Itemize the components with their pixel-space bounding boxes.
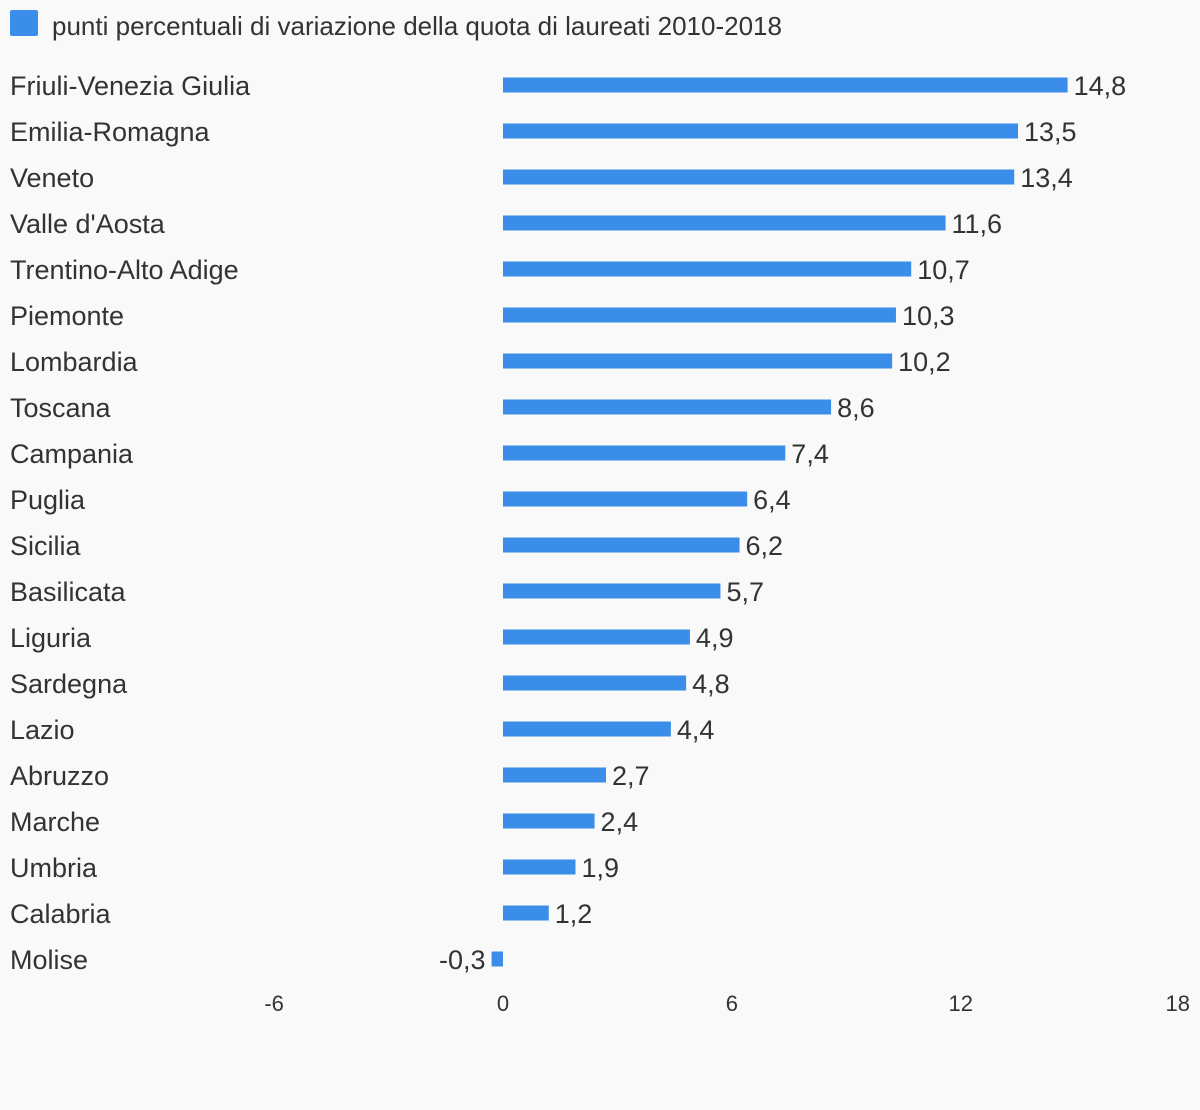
- value-label: 8,6: [837, 393, 875, 423]
- category-label: Friuli-Venezia Giulia: [10, 71, 251, 101]
- category-label: Puglia: [10, 485, 86, 515]
- x-tick-label: 12: [949, 991, 973, 1016]
- category-labels: Friuli-Venezia Giulia Emilia-Romagna Venet…: [10, 71, 251, 975]
- bar: [503, 767, 607, 783]
- category-label: Toscana: [10, 393, 112, 423]
- category-label: Calabria: [10, 899, 112, 929]
- value-labels: 14,8 13,5 13,4 11,6 10,7 10,3 10,2 8,6 7,46,4 6,2…: [439, 71, 1126, 975]
- category-label: Basilicata: [10, 577, 127, 607]
- value-label: 5,7: [726, 577, 764, 607]
- legend: punti percentuali di variazione della qu…: [10, 10, 782, 41]
- x-axis: -6 0 6 12 18: [264, 991, 1190, 1016]
- x-tick-label: 0: [497, 991, 509, 1016]
- category-label: Campania: [10, 439, 134, 469]
- x-tick-label: 18: [1166, 991, 1190, 1016]
- category-label: Valle d'Aosta: [10, 209, 166, 239]
- category-label: Sardegna: [10, 669, 128, 699]
- bar: [503, 629, 690, 645]
- bar: [503, 445, 786, 461]
- bar: [491, 951, 503, 967]
- value-label: 4,8: [692, 669, 730, 699]
- legend-label: punti percentuali di variazione della qu…: [52, 11, 782, 41]
- value-label: 1,2: [555, 899, 593, 929]
- value-label: 10,2: [898, 347, 951, 377]
- bar: [503, 905, 549, 921]
- bar: [503, 675, 687, 691]
- value-label: 11,6: [952, 209, 1003, 239]
- legend-swatch: [10, 10, 38, 36]
- bar: [503, 261, 912, 277]
- bar: [503, 77, 1068, 93]
- value-label: 4,4: [677, 715, 715, 745]
- bar: [503, 215, 946, 231]
- x-tick-label: 6: [726, 991, 738, 1016]
- value-label: 13,5: [1024, 117, 1077, 147]
- category-label: Umbria: [10, 853, 98, 883]
- value-label: 2,4: [601, 807, 639, 837]
- bar: [503, 537, 740, 553]
- category-label: Lombardia: [10, 347, 139, 377]
- category-label: Abruzzo: [10, 761, 109, 791]
- value-label: 6,2: [746, 531, 784, 561]
- value-label: 10,7: [917, 255, 970, 285]
- category-label: Sicilia: [10, 531, 82, 561]
- bar: [503, 353, 893, 369]
- category-label: Liguria: [10, 623, 92, 653]
- category-label: Piemonte: [10, 301, 124, 331]
- category-label: Molise: [10, 945, 88, 975]
- value-label: 7,4: [791, 439, 829, 469]
- value-label: 4,9: [696, 623, 734, 653]
- category-label: Veneto: [10, 163, 94, 193]
- bar: [503, 123, 1019, 139]
- value-label: 13,4: [1020, 163, 1073, 193]
- category-label: Emilia-Romagna: [10, 117, 211, 147]
- category-label: Marche: [10, 807, 100, 837]
- bar: [503, 491, 748, 507]
- value-label: 2,7: [612, 761, 650, 791]
- value-label: 1,9: [581, 853, 619, 883]
- bar: [503, 721, 671, 737]
- bars: [491, 77, 1068, 967]
- bar: [503, 307, 896, 323]
- bar: [503, 399, 832, 415]
- x-tick-label: -6: [264, 991, 284, 1016]
- category-label: Lazio: [10, 715, 75, 745]
- bar: [503, 859, 576, 875]
- bar: [503, 169, 1015, 185]
- value-label: 14,8: [1074, 71, 1127, 101]
- bar: [503, 813, 595, 829]
- value-label: -0,3: [439, 945, 486, 975]
- category-label: Trentino-Alto Adige: [10, 255, 239, 285]
- value-label: 10,3: [902, 301, 955, 331]
- bar: [503, 583, 721, 599]
- value-label: 6,4: [753, 485, 791, 515]
